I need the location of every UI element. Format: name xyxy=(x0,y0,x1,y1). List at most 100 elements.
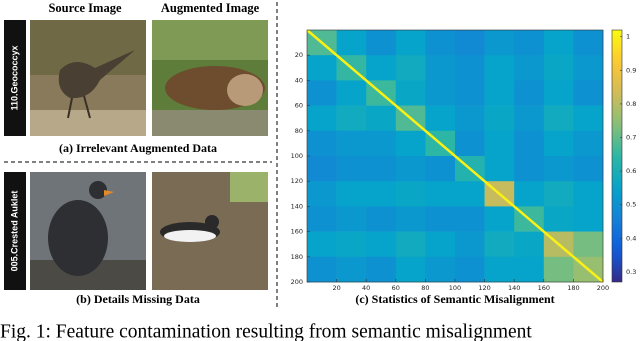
y-tick-label: 20 xyxy=(295,51,303,59)
heatmap-cell xyxy=(336,181,367,207)
y-tick-label: 200 xyxy=(291,278,303,286)
heatmap-cell xyxy=(395,181,426,207)
panel-a-caption: (a) Irrelevant Augmented Data xyxy=(59,141,217,155)
heatmap-cell xyxy=(543,55,574,81)
heatmap-cell xyxy=(514,55,545,81)
heatmap-cell xyxy=(455,231,485,258)
heatmap-cell xyxy=(336,130,367,157)
heatmap-cell xyxy=(455,105,485,132)
heatmap-cell xyxy=(336,30,367,56)
colorbar-tick-label: 0.7 xyxy=(626,134,636,142)
colorbar xyxy=(611,29,623,283)
panel-b-caption: (b) Details Missing Data xyxy=(76,292,200,306)
heatmap-cell xyxy=(543,130,574,157)
heatmap-cell xyxy=(455,55,485,81)
heatmap-cell xyxy=(395,80,426,106)
y-tick-label: 100 xyxy=(291,152,303,160)
colorbar-tick-label: 0.5 xyxy=(626,201,636,209)
heatmap-cell xyxy=(307,256,337,283)
x-tick-label: 140 xyxy=(508,284,520,292)
heatmap-cell xyxy=(484,206,515,232)
heatmap-cell xyxy=(455,30,485,56)
heatmap-cell xyxy=(514,30,545,56)
class-label-box xyxy=(4,172,26,290)
source-photo xyxy=(30,20,146,136)
heatmap-cell xyxy=(395,231,426,258)
colorbar-tick-label: 1 xyxy=(626,33,630,41)
heatmap-cell xyxy=(425,105,456,132)
heatmap-cell xyxy=(573,30,604,56)
heatmap-cell xyxy=(514,105,545,132)
y-tick-label: 40 xyxy=(295,76,303,84)
heatmap-cell xyxy=(307,156,337,182)
augmented-photo xyxy=(152,172,268,290)
heatmap-cell xyxy=(366,130,397,157)
heatmap-cell xyxy=(307,181,337,207)
class-label: 005.Crested Auklet xyxy=(9,191,19,272)
heatmap-cell xyxy=(514,130,545,157)
colorbar-tick-label: 0.6 xyxy=(626,167,636,175)
figure-caption: Fig. 1: Feature contamination resulting … xyxy=(0,321,532,341)
heatmap-cell xyxy=(514,256,545,283)
heatmap-cell xyxy=(573,181,604,207)
heatmap-cell xyxy=(336,156,367,182)
heatmap-cell xyxy=(425,30,456,56)
heatmap-cell xyxy=(336,231,367,258)
heatmap-cell xyxy=(543,206,574,232)
colorbar-tick-label: 0.9 xyxy=(626,66,636,74)
heatmap-cell xyxy=(573,80,604,106)
heatmap-cell xyxy=(484,55,515,81)
y-tick-label: 120 xyxy=(291,177,303,185)
heatmap-cell xyxy=(425,55,456,81)
heatmap-cell xyxy=(425,231,456,258)
heatmap-cell xyxy=(484,156,515,182)
heatmap-cell xyxy=(395,256,426,283)
heatmap-cell xyxy=(543,256,574,283)
heatmap-cell xyxy=(573,206,604,232)
heatmap-cell xyxy=(455,256,485,283)
x-tick-label: 80 xyxy=(421,284,429,292)
heatmap-cell xyxy=(366,156,397,182)
heatmap-cell xyxy=(455,130,485,157)
heatmap-cell xyxy=(336,206,367,232)
heatmap-cell xyxy=(395,30,426,56)
heatmap-cell xyxy=(573,231,604,258)
heatmap-cell xyxy=(543,30,574,56)
heatmap-cell xyxy=(573,105,604,132)
y-tick-label: 180 xyxy=(291,253,303,261)
heatmap-cell xyxy=(484,130,515,157)
x-tick-label: 100 xyxy=(449,284,461,292)
heatmap-cell xyxy=(484,256,515,283)
x-tick-label: 20 xyxy=(332,284,340,292)
heatmap-cell xyxy=(484,80,515,106)
diagonal xyxy=(306,29,604,283)
augmented-photo xyxy=(152,20,268,136)
heatmap-cell xyxy=(425,256,456,283)
panel-c-caption: (c) Statistics of Semantic Misalignment xyxy=(355,292,554,306)
heatmap-cell xyxy=(573,55,604,81)
heatmap-cell xyxy=(543,156,574,182)
colorbar-tick-label: 0.4 xyxy=(626,234,636,242)
heatmap-cell xyxy=(455,80,485,106)
heatmap-cell xyxy=(484,30,515,56)
heatmap-cell xyxy=(307,80,337,106)
heatmap-cell xyxy=(307,130,337,157)
heatmap-cell xyxy=(366,105,397,132)
heatmap-cell xyxy=(336,105,367,132)
heatmap-cell xyxy=(307,206,337,232)
heatmap-cell xyxy=(395,55,426,81)
y-tick-label: 80 xyxy=(295,127,303,135)
x-tick-label: 200 xyxy=(597,284,609,292)
heatmap-cell xyxy=(395,156,426,182)
heatmap-cell xyxy=(573,156,604,182)
heatmap-cell xyxy=(307,231,337,258)
heatmap-cell xyxy=(395,206,426,232)
heatmap-cell xyxy=(455,181,485,207)
heatmap-cell xyxy=(514,156,545,182)
x-tick-label: 60 xyxy=(392,284,400,292)
class-label: 110.Geococcyx xyxy=(9,45,19,110)
heatmap-cell xyxy=(425,181,456,207)
heatmap-cell xyxy=(455,206,485,232)
heatmap-cell xyxy=(366,256,397,283)
